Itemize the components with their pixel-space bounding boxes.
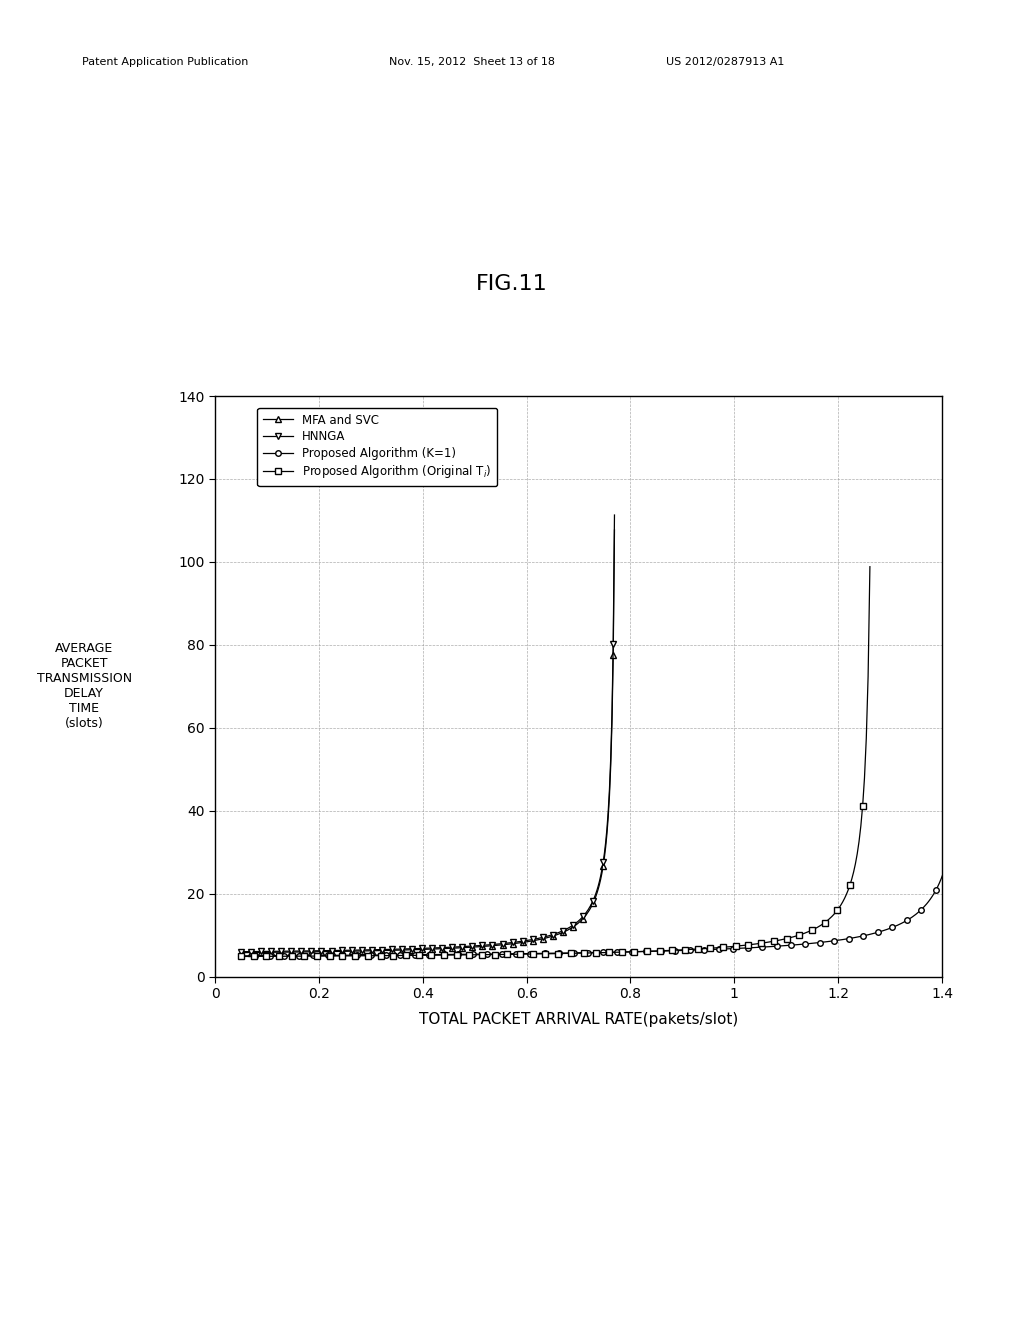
Text: Patent Application Publication: Patent Application Publication — [82, 57, 248, 67]
X-axis label: TOTAL PACKET ARRIVAL RATE(pakets/slot): TOTAL PACKET ARRIVAL RATE(pakets/slot) — [419, 1012, 738, 1027]
Text: US 2012/0287913 A1: US 2012/0287913 A1 — [666, 57, 784, 67]
Legend: MFA and SVC, HNNGA, Proposed Algorithm (K=1), Proposed Algorithm (Original T$_i$: MFA and SVC, HNNGA, Proposed Algorithm (… — [257, 408, 498, 486]
Text: FIG.11: FIG.11 — [476, 273, 548, 294]
Text: Nov. 15, 2012  Sheet 13 of 18: Nov. 15, 2012 Sheet 13 of 18 — [389, 57, 555, 67]
Text: AVERAGE
PACKET
TRANSMISSION
DELAY
TIME
(slots): AVERAGE PACKET TRANSMISSION DELAY TIME (… — [37, 643, 132, 730]
